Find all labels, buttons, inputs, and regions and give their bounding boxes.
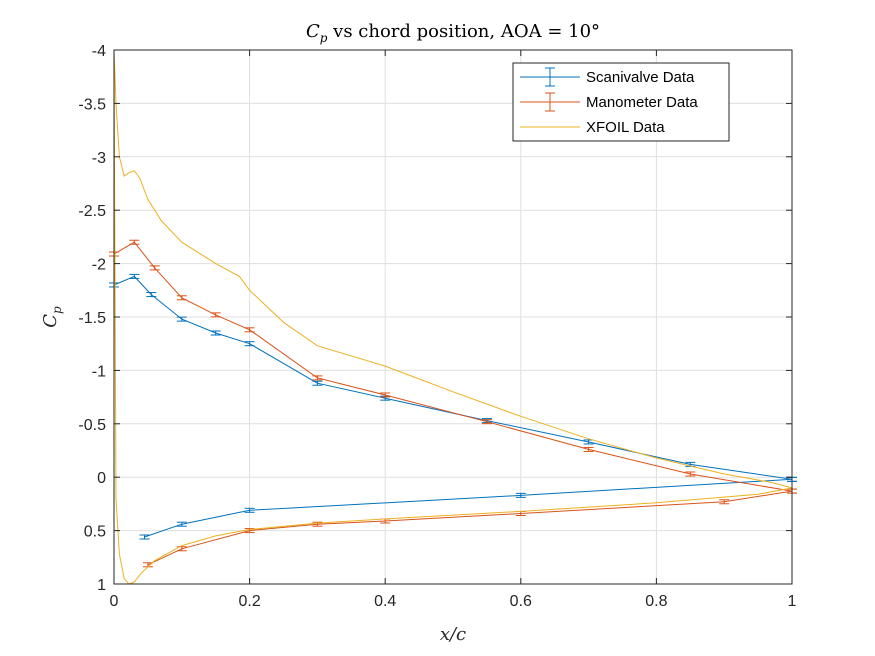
data-point-errorbar xyxy=(380,392,391,398)
data-point-errorbar xyxy=(149,265,160,271)
data-point-errorbar xyxy=(210,330,221,336)
series-line-upper xyxy=(113,49,793,489)
x-tick-label: 0.8 xyxy=(645,593,667,610)
legend-label: Scanivalve Data xyxy=(586,69,695,86)
data-point-errorbar xyxy=(139,534,150,540)
legend-entry-scanivalve-data: Scanivalve Data xyxy=(520,67,695,87)
data-point-errorbar xyxy=(583,446,594,452)
data-point-errorbar xyxy=(146,292,157,298)
y-tick-label: -3 xyxy=(92,150,106,167)
data-point-errorbar xyxy=(685,471,696,477)
y-tick-label: -2 xyxy=(92,257,106,274)
data-point-errorbar xyxy=(515,492,526,498)
y-tick-label: -3.5 xyxy=(78,96,106,113)
svg-text:x/c: x/c xyxy=(440,624,466,645)
series-layer xyxy=(109,49,797,585)
legend-label: Manometer Data xyxy=(586,94,698,111)
data-point-errorbar xyxy=(210,312,221,318)
series-xfoil-data xyxy=(113,49,793,585)
x-tick-label: 1 xyxy=(788,593,797,610)
data-point-errorbar xyxy=(244,341,255,347)
x-tick-label: 0 xyxy=(110,593,119,610)
y-tick-label: -0.5 xyxy=(78,417,106,434)
svg-text:Cp vs chord position, AOA = 10: Cp vs chord position, AOA = 10° xyxy=(306,21,600,45)
data-point-errorbar xyxy=(129,239,140,245)
y-tick-label: -2.5 xyxy=(78,203,106,220)
series-line-upper xyxy=(113,241,793,492)
y-tick-label: -4 xyxy=(92,43,106,60)
legend-entry-manometer-data: Manometer Data xyxy=(520,92,698,112)
series-line-lower xyxy=(113,49,793,585)
legend: Scanivalve Data Manometer Data XFOIL Data xyxy=(512,62,730,142)
data-point-errorbar xyxy=(176,316,187,322)
data-point-errorbar xyxy=(244,327,255,333)
data-point-errorbar xyxy=(719,499,730,505)
data-point-errorbar xyxy=(176,521,187,527)
data-point-errorbar xyxy=(312,375,323,381)
series-line-upper xyxy=(113,275,793,480)
legend-entry-xfoil-data: XFOIL Data xyxy=(520,119,665,136)
data-point-errorbar xyxy=(129,273,140,279)
x-tick-label: 0.2 xyxy=(238,593,260,610)
data-point-errorbar xyxy=(244,507,255,513)
y-tick-label: 0.5 xyxy=(84,524,106,541)
y-tick-label: 0 xyxy=(97,470,106,487)
ticks: 0 0.2 0.4 0.6 0.8 1 -4 -3.5 -3 -2.5 -2 -1.5 -1 -0.5 0 0… xyxy=(78,43,796,610)
x-axis-label: x/c xyxy=(440,624,466,645)
x-tick-label: 0.4 xyxy=(374,593,396,610)
legend-label: XFOIL Data xyxy=(586,119,665,136)
series-line-lower xyxy=(147,490,793,566)
data-point-errorbar xyxy=(176,546,187,552)
chart-title: Cp vs chord position, AOA = 10° xyxy=(306,21,600,45)
data-point-errorbar xyxy=(312,380,323,386)
data-point-errorbar xyxy=(481,419,492,425)
x-tick-label: 0.6 xyxy=(510,593,532,610)
y-tick-label: -1 xyxy=(92,363,106,380)
data-point-errorbar xyxy=(176,295,187,301)
y-tick-label: -1.5 xyxy=(78,310,106,327)
y-tick-label: 1 xyxy=(97,577,106,594)
